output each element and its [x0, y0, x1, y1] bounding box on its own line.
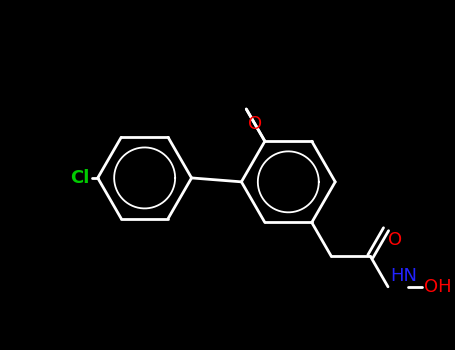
- Text: OH: OH: [424, 278, 452, 296]
- Text: Cl: Cl: [71, 169, 90, 187]
- Text: HN: HN: [390, 267, 417, 285]
- Text: O: O: [248, 115, 262, 133]
- Text: O: O: [388, 231, 402, 249]
